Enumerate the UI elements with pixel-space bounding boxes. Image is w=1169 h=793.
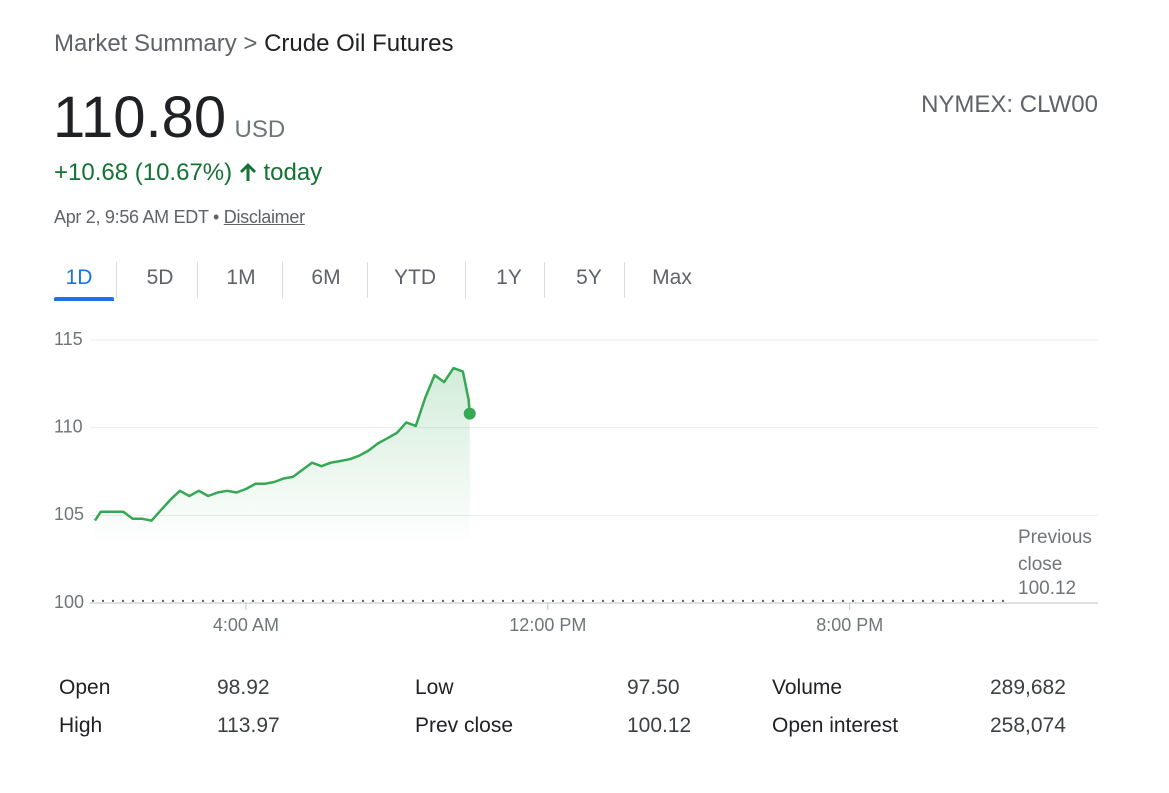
disclaimer-link[interactable]: Disclaimer	[223, 207, 305, 227]
x-tick-label: 8:00 PM	[816, 615, 883, 635]
y-tick-label: 100	[54, 592, 84, 612]
breadcrumb-current: Crude Oil Futures	[264, 30, 454, 57]
tab-separator	[282, 262, 283, 298]
currency: USD	[234, 116, 286, 143]
tab-separator	[197, 262, 198, 298]
price-row: 110.80 USD	[53, 84, 285, 151]
range-tab[interactable]: YTD	[394, 266, 436, 289]
up-arrow	[239, 163, 256, 181]
change: +10.68 (10.67%)	[54, 159, 233, 186]
stat-label: High	[59, 714, 103, 737]
range-tab[interactable]: 6M	[311, 266, 341, 289]
tab-separator	[116, 262, 117, 298]
tab-separator	[465, 262, 466, 298]
range-tab[interactable]: 5D	[146, 266, 174, 289]
price: 110.80	[53, 85, 227, 150]
stat-label: Low	[415, 676, 454, 699]
stat-value: 100.12	[627, 714, 692, 737]
timestamp-row: Apr 2, 9:56 AM EDT • Disclaimer	[54, 207, 305, 228]
bullet: •	[213, 207, 220, 227]
range-tab[interactable]: 1Y	[496, 266, 522, 289]
stat-label: Open interest	[772, 714, 899, 737]
tab-underline	[54, 297, 114, 301]
x-tick-label: 12:00 PM	[509, 615, 586, 635]
previous-close-label: Previous close	[1018, 527, 1092, 575]
area-fill	[95, 368, 470, 603]
stat-label: Open	[59, 676, 111, 699]
stat-value: 97.50	[627, 676, 680, 699]
stat-value: 113.97	[217, 714, 280, 737]
range-tab[interactable]: 1D	[65, 266, 93, 289]
breadcrumb-separator: >	[243, 30, 258, 57]
tab-separator	[367, 262, 368, 298]
stat-value: 98.92	[217, 676, 270, 699]
period: today	[263, 159, 323, 186]
y-tick-label: 105	[54, 504, 84, 524]
x-tick-label: 4:00 AM	[213, 615, 279, 635]
breadcrumb-parent[interactable]: Market Summary	[54, 30, 237, 57]
tab-separator	[544, 262, 545, 298]
range-tab[interactable]: 1M	[226, 266, 256, 289]
tab-separator	[624, 262, 625, 298]
stat-value: 289,682	[990, 676, 1066, 699]
range-tab[interactable]: 5Y	[576, 266, 602, 289]
stat-value: 258,074	[990, 714, 1066, 737]
y-tick-label: 110	[54, 416, 83, 436]
previous-close-value: 100.12	[1018, 578, 1077, 599]
stat-label: Prev close	[415, 714, 514, 737]
price-line	[93, 366, 471, 522]
y-tick-label: 115	[54, 329, 83, 349]
change-row: +10.68 (10.67%) today	[54, 159, 322, 187]
exchange: NYMEX: CLW00	[921, 91, 1098, 118]
current-point	[463, 407, 476, 420]
stat-label: Volume	[772, 676, 843, 699]
breadcrumb: Market Summary > Crude Oil Futures	[54, 30, 453, 58]
range-tab[interactable]: Max	[652, 266, 692, 289]
timestamp: Apr 2, 9:56 AM EDT	[54, 207, 209, 227]
